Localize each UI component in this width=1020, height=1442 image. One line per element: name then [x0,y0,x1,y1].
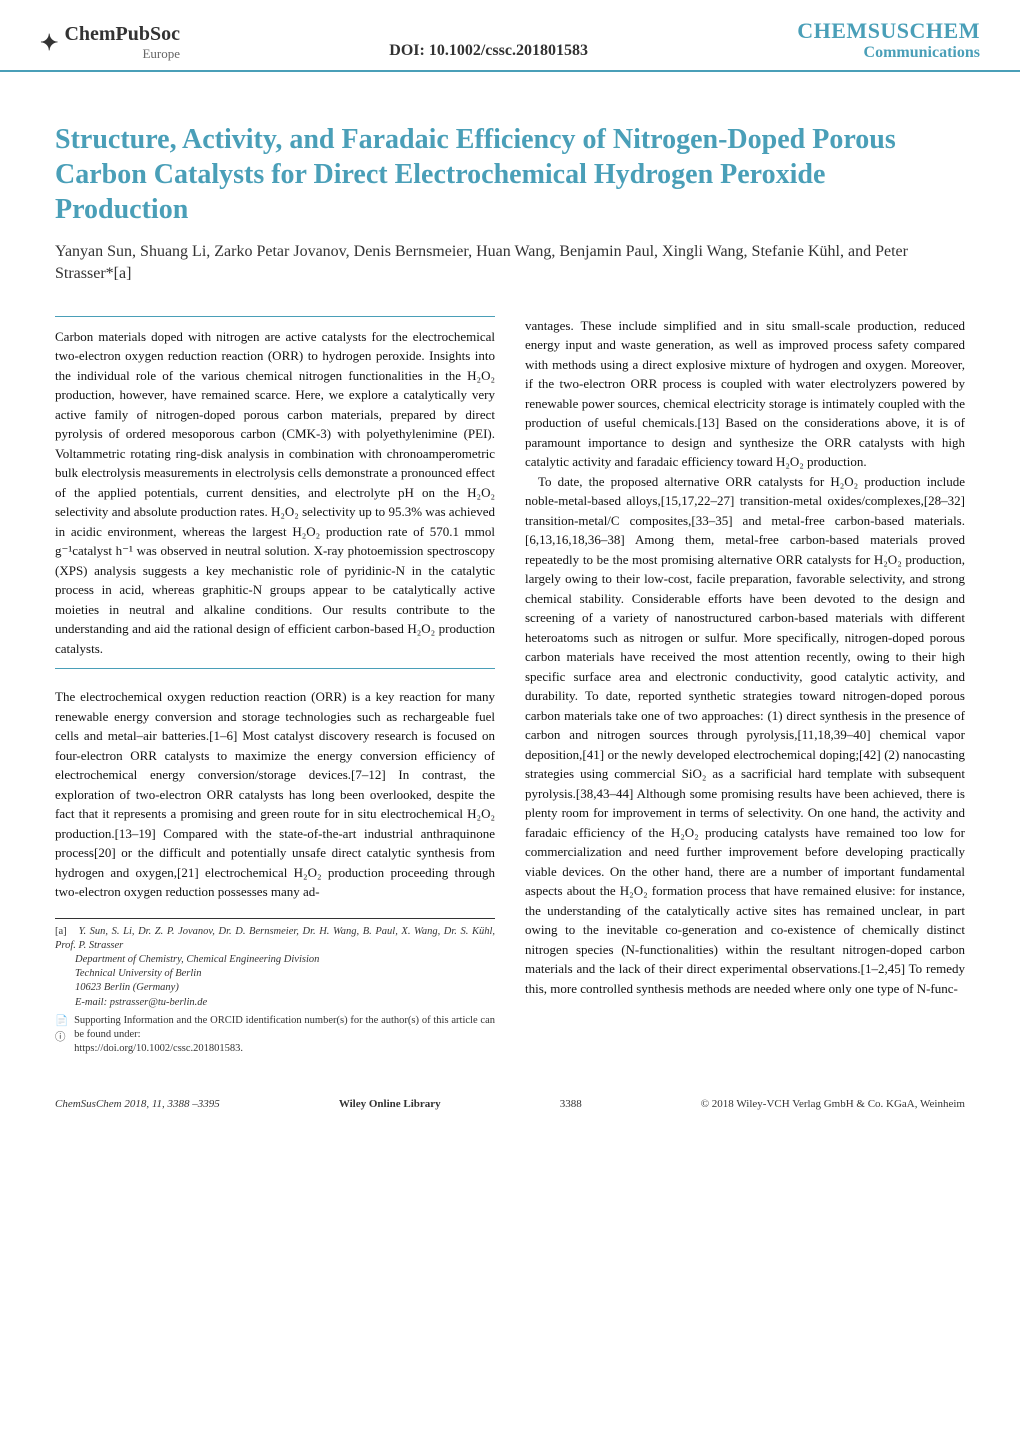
abstract-box: Carbon materials doped with nitrogen are… [55,316,495,670]
doi-text: DOI: 10.1002/cssc.201801583 [180,42,797,62]
left-column: Carbon materials doped with nitrogen are… [55,316,495,1057]
affiliation-box: [a] Y. Sun, S. Li, Dr. Z. P. Jovanov, Dr… [55,918,495,1057]
footer-page-number: 3388 [560,1098,582,1110]
affil-dept: Department of Chemistry, Chemical Engine… [55,953,495,967]
page-footer: ChemSusChem 2018, 11, 3388 –3395 Wiley O… [0,1086,1020,1134]
article-title: Structure, Activity, and Faradaic Effici… [55,122,965,227]
document-icon: 📄 [55,1015,68,1029]
affil-addr: 10623 Berlin (Germany) [55,981,495,995]
journal-branding: CHEMSUSCHEM Communications [797,18,980,62]
affil-label: [a] [55,925,75,939]
affil-authors: Y. Sun, S. Li, Dr. Z. P. Jovanov, Dr. D.… [55,926,495,951]
affil-email: E-mail: pstrasser@tu-berlin.de [55,996,495,1010]
orcid-icon: ⓘ [55,1031,68,1045]
journal-section: Communications [797,44,980,62]
abstract-text: Carbon materials doped with nitrogen are… [55,327,495,659]
support-link[interactable]: https://doi.org/10.1002/cssc.201801583. [74,1043,243,1054]
star-icon: ✦ [40,30,58,56]
header-bar: ✦ ChemPubSoc Europe DOI: 10.1002/cssc.20… [0,0,1020,72]
author-list: Yanyan Sun, Shuang Li, Zarko Petar Jovan… [55,241,965,286]
publisher-logo: ✦ ChemPubSoc Europe [40,23,180,62]
footer-copyright: © 2018 Wiley-VCH Verlag GmbH & Co. KGaA,… [701,1098,965,1110]
body-right-para2: To date, the proposed alternative ORR ca… [525,472,965,999]
affil-inst: Technical University of Berlin [55,967,495,981]
support-text: Supporting Information and the ORCID ide… [74,1015,495,1040]
footer-citation: ChemSusChem 2018, 11, 3388 –3395 [55,1098,220,1110]
page-content: Structure, Activity, and Faradaic Effici… [0,72,1020,1086]
right-column: vantages. These include simplified and i… [525,316,965,1057]
supporting-info: 📄 ⓘ Supporting Information and the ORCID… [55,1014,495,1057]
body-right-para1: vantages. These include simplified and i… [525,316,965,472]
two-column-layout: Carbon materials doped with nitrogen are… [55,316,965,1057]
body-left-para: The electrochemical oxygen reduction rea… [55,687,495,902]
logo-sub-text: Europe [64,46,180,62]
journal-name: CHEMSUSCHEM [797,18,980,44]
logo-main-text: ChemPubSoc [64,23,180,45]
footer-library: Wiley Online Library [339,1098,441,1110]
